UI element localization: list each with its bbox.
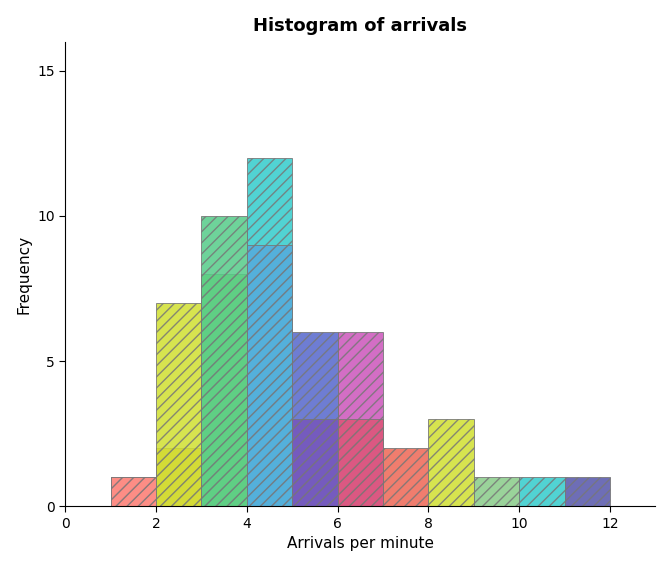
Bar <box>111 477 156 506</box>
Bar <box>292 332 337 506</box>
Title: Histogram of arrivals: Histogram of arrivals <box>253 16 467 35</box>
Bar <box>519 477 564 506</box>
Bar <box>337 332 383 506</box>
Bar <box>111 477 156 506</box>
Bar <box>383 448 428 506</box>
Bar <box>202 274 247 506</box>
Bar <box>247 158 292 506</box>
Bar <box>247 245 292 506</box>
Bar <box>474 477 519 506</box>
X-axis label: Arrivals per minute: Arrivals per minute <box>287 536 434 552</box>
Bar <box>156 303 202 506</box>
Y-axis label: Frequency: Frequency <box>17 235 32 314</box>
Bar <box>292 419 337 506</box>
Bar <box>428 419 474 506</box>
Bar <box>337 419 383 506</box>
Bar <box>202 216 247 506</box>
Bar <box>156 448 202 506</box>
Bar <box>564 477 610 506</box>
